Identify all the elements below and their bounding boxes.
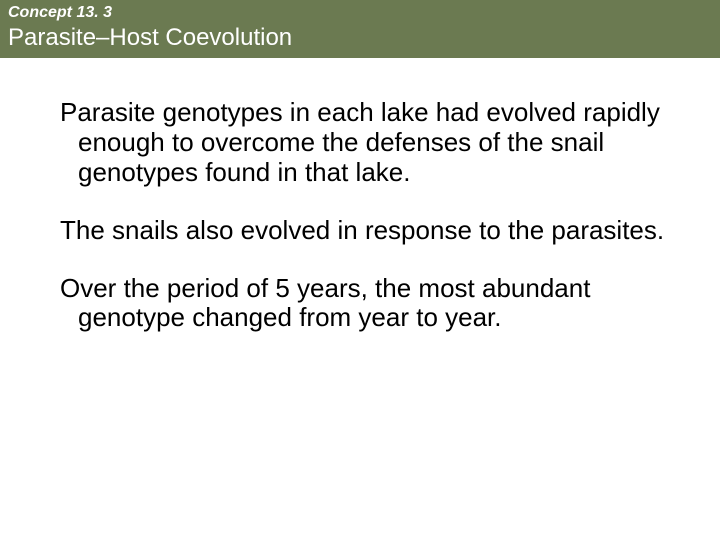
slide-title: Parasite–Host Coevolution <box>0 24 720 58</box>
paragraph: The snails also evolved in response to t… <box>60 216 670 246</box>
slide: Concept 13. 3 Parasite–Host Coevolution … <box>0 0 720 540</box>
header-bar: Concept 13. 3 Parasite–Host Coevolution <box>0 0 720 58</box>
slide-body: Parasite genotypes in each lake had evol… <box>0 58 720 333</box>
paragraph: Parasite genotypes in each lake had evol… <box>60 98 670 188</box>
paragraph: Over the period of 5 years, the most abu… <box>60 274 670 334</box>
concept-label: Concept 13. 3 <box>0 0 720 24</box>
